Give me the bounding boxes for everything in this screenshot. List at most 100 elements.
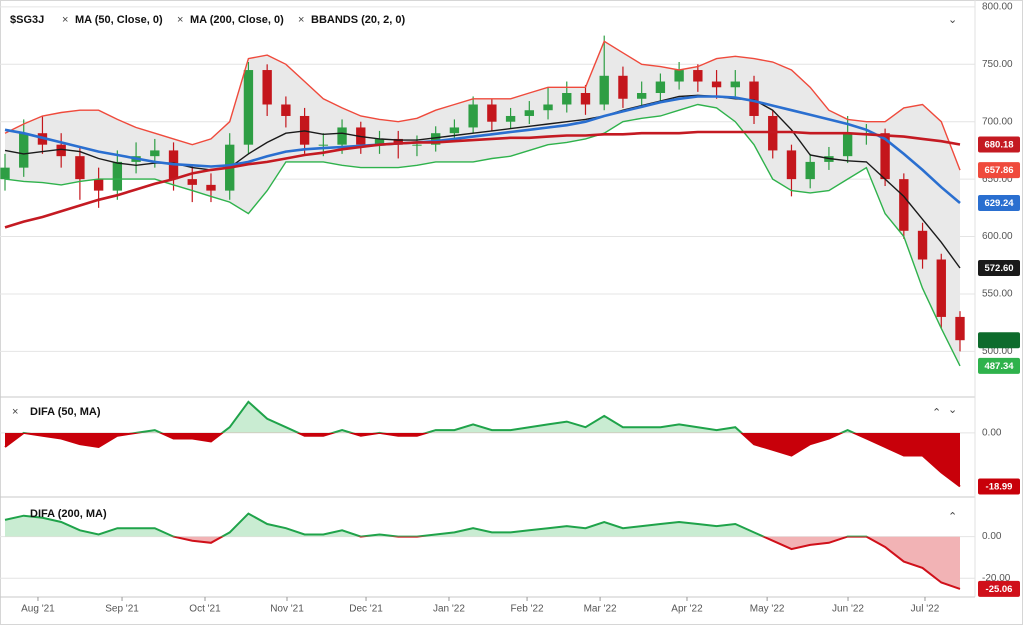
candle-body xyxy=(187,179,197,185)
y-tick-label: 650.00 xyxy=(982,174,1013,185)
value-tag-label: 680.18 xyxy=(984,139,1013,150)
value-tag-label: 629.24 xyxy=(984,198,1014,209)
candle-body xyxy=(431,133,441,145)
candle-body xyxy=(487,104,497,122)
value-tag-label: -25.06 xyxy=(986,584,1013,595)
candle-body xyxy=(674,70,684,82)
x-tick-label: Nov '21 xyxy=(270,604,304,615)
x-tick-label: Oct '21 xyxy=(189,604,221,615)
candle-body xyxy=(842,133,853,157)
candle-body xyxy=(75,156,85,180)
y-tick-label: 700.00 xyxy=(982,116,1013,127)
line-negative xyxy=(170,536,961,590)
move-down-icon[interactable]: ⌄ xyxy=(948,404,957,416)
candle-body xyxy=(655,81,666,94)
line-positive xyxy=(22,400,857,433)
y-tick-label: 0.00 xyxy=(982,531,1002,542)
move-up-icon[interactable]: ⌃ xyxy=(932,407,941,419)
value-tag xyxy=(978,136,1020,153)
x-tick-label: Dec '21 xyxy=(349,604,383,615)
x-tick-label: Jul '22 xyxy=(911,604,940,615)
value-tag xyxy=(978,357,1020,374)
legend-entry[interactable]: MA (50, Close, 0) xyxy=(75,14,163,26)
y-tick-label: 0.00 xyxy=(982,428,1002,439)
candle-body xyxy=(505,115,516,122)
band-upper-line xyxy=(4,40,961,171)
value-tag xyxy=(978,332,1020,349)
candle-body xyxy=(243,70,254,145)
candle-body xyxy=(636,93,647,99)
value-tag xyxy=(978,580,1020,597)
value-tag xyxy=(978,260,1020,277)
candle-body xyxy=(524,110,534,116)
candle-body xyxy=(599,75,609,105)
value-tag xyxy=(978,478,1020,495)
x-tick-label: Mar '22 xyxy=(584,604,617,615)
candle-body xyxy=(899,179,909,231)
candle-body xyxy=(543,104,553,111)
candle-body xyxy=(618,75,628,99)
remove-icon[interactable]: × xyxy=(12,406,18,418)
ma-line xyxy=(4,130,961,229)
candle-body xyxy=(880,133,890,180)
legend-entry[interactable]: MA (200, Close, 0) xyxy=(190,14,284,26)
value-tag-label: 657.86 xyxy=(984,165,1013,176)
panel-title: DIFA (50, MA) xyxy=(30,406,101,418)
y-tick-label: 550.00 xyxy=(982,289,1013,300)
x-tick-label: Jun '22 xyxy=(832,604,864,615)
candle-body xyxy=(393,138,403,145)
remove-icon[interactable]: × xyxy=(298,14,304,26)
y-tick-label: -20.00 xyxy=(982,573,1011,584)
candle-body xyxy=(468,104,478,128)
candle-body xyxy=(374,138,385,145)
candle-body xyxy=(206,184,216,191)
area-negative xyxy=(173,536,960,589)
y-tick-label: 750.00 xyxy=(982,59,1013,70)
candle-body xyxy=(262,70,272,105)
candle-body xyxy=(19,133,29,168)
remove-icon[interactable]: × xyxy=(62,14,68,26)
area-negative xyxy=(5,432,960,487)
x-tick-label: Aug '21 xyxy=(21,604,55,615)
plot xyxy=(0,6,975,590)
remove-icon[interactable]: × xyxy=(177,14,183,26)
legend-bg xyxy=(2,9,410,31)
candle-body xyxy=(562,93,572,105)
candle-body xyxy=(805,161,815,180)
overlay: $SG3J × MA (50, Close, 0) × MA (200, Clo… xyxy=(2,9,957,523)
x-tick-label: Jan '22 xyxy=(433,604,465,615)
candle-body xyxy=(917,230,928,260)
candle-body xyxy=(112,161,123,191)
candle-body xyxy=(730,81,740,88)
y-tick-label: 500.00 xyxy=(982,346,1013,357)
move-up-icon[interactable]: ⌃ xyxy=(948,511,957,523)
x-tick-label: Sep '21 xyxy=(105,604,139,615)
value-tag-label: 572.60 xyxy=(984,263,1013,274)
candle-body xyxy=(56,144,66,157)
candle-body xyxy=(449,127,460,134)
ticker-title: $SG3J xyxy=(10,14,44,26)
value-tag xyxy=(978,194,1020,211)
candle-body xyxy=(0,167,10,180)
ma-line xyxy=(4,95,961,204)
candle-body xyxy=(93,179,104,191)
candle-body xyxy=(786,150,797,180)
candle-body xyxy=(412,144,422,146)
candle-body xyxy=(955,316,965,341)
candle-body xyxy=(711,81,722,88)
legend-entry[interactable]: BBANDS (20, 2, 0) xyxy=(311,14,405,26)
x-tick-label: Feb '22 xyxy=(511,604,544,615)
candle-body xyxy=(281,104,291,116)
candle-body xyxy=(150,150,160,157)
collapse-icon[interactable]: ⌄ xyxy=(948,14,957,26)
value-tag-label: 487.34 xyxy=(984,361,1014,372)
line-positive xyxy=(4,512,869,537)
candle-body xyxy=(693,70,703,82)
candle-body xyxy=(749,81,759,116)
candle-body xyxy=(580,93,591,105)
value-tag-label: -18.99 xyxy=(986,482,1013,493)
line-negative xyxy=(4,432,961,488)
candle-body xyxy=(936,259,946,317)
candle-body xyxy=(318,144,329,146)
